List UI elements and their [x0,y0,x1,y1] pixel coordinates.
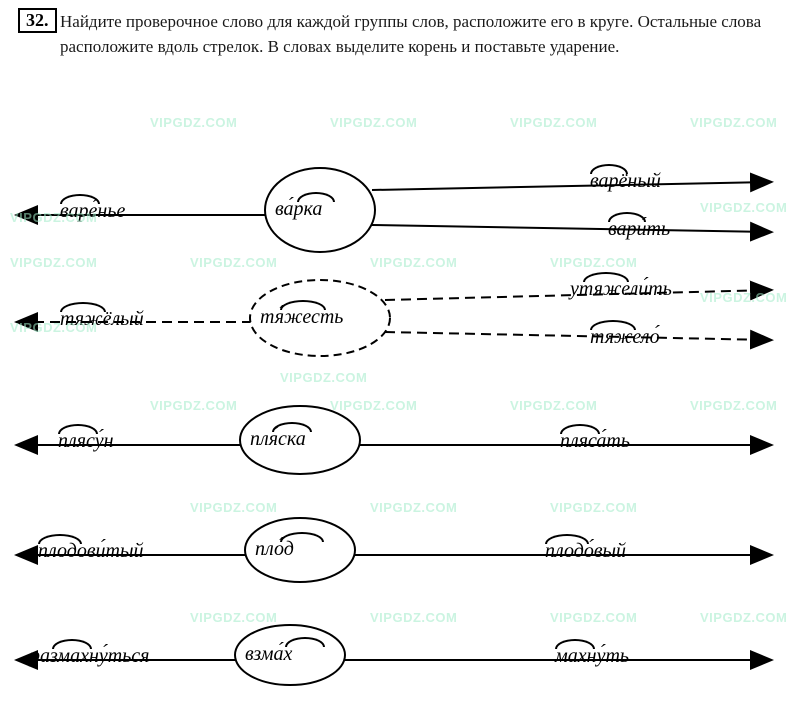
diagram-svg [0,0,800,707]
